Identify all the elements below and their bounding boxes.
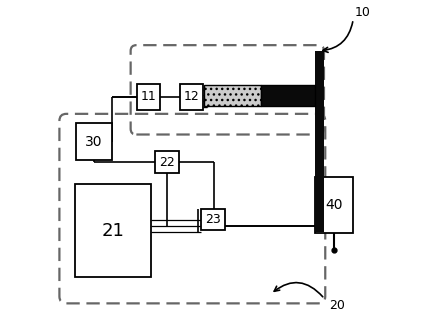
Text: 12: 12 xyxy=(183,91,199,103)
FancyArrowPatch shape xyxy=(274,283,323,297)
Text: 11: 11 xyxy=(140,91,156,103)
Text: 23: 23 xyxy=(205,213,221,226)
Text: 40: 40 xyxy=(326,198,343,212)
Bar xyxy=(76,123,112,160)
Bar xyxy=(137,84,160,110)
Bar xyxy=(180,84,203,110)
Text: 21: 21 xyxy=(102,222,125,239)
Bar xyxy=(261,85,315,106)
Bar xyxy=(204,85,261,106)
Bar xyxy=(201,209,225,230)
Bar xyxy=(315,51,324,232)
Bar xyxy=(315,177,353,233)
Text: 30: 30 xyxy=(85,135,103,149)
FancyArrowPatch shape xyxy=(323,22,353,52)
Bar xyxy=(75,184,151,277)
Text: 20: 20 xyxy=(330,300,345,312)
Text: 22: 22 xyxy=(159,156,175,169)
Text: 10: 10 xyxy=(355,6,371,19)
Bar xyxy=(155,151,179,173)
